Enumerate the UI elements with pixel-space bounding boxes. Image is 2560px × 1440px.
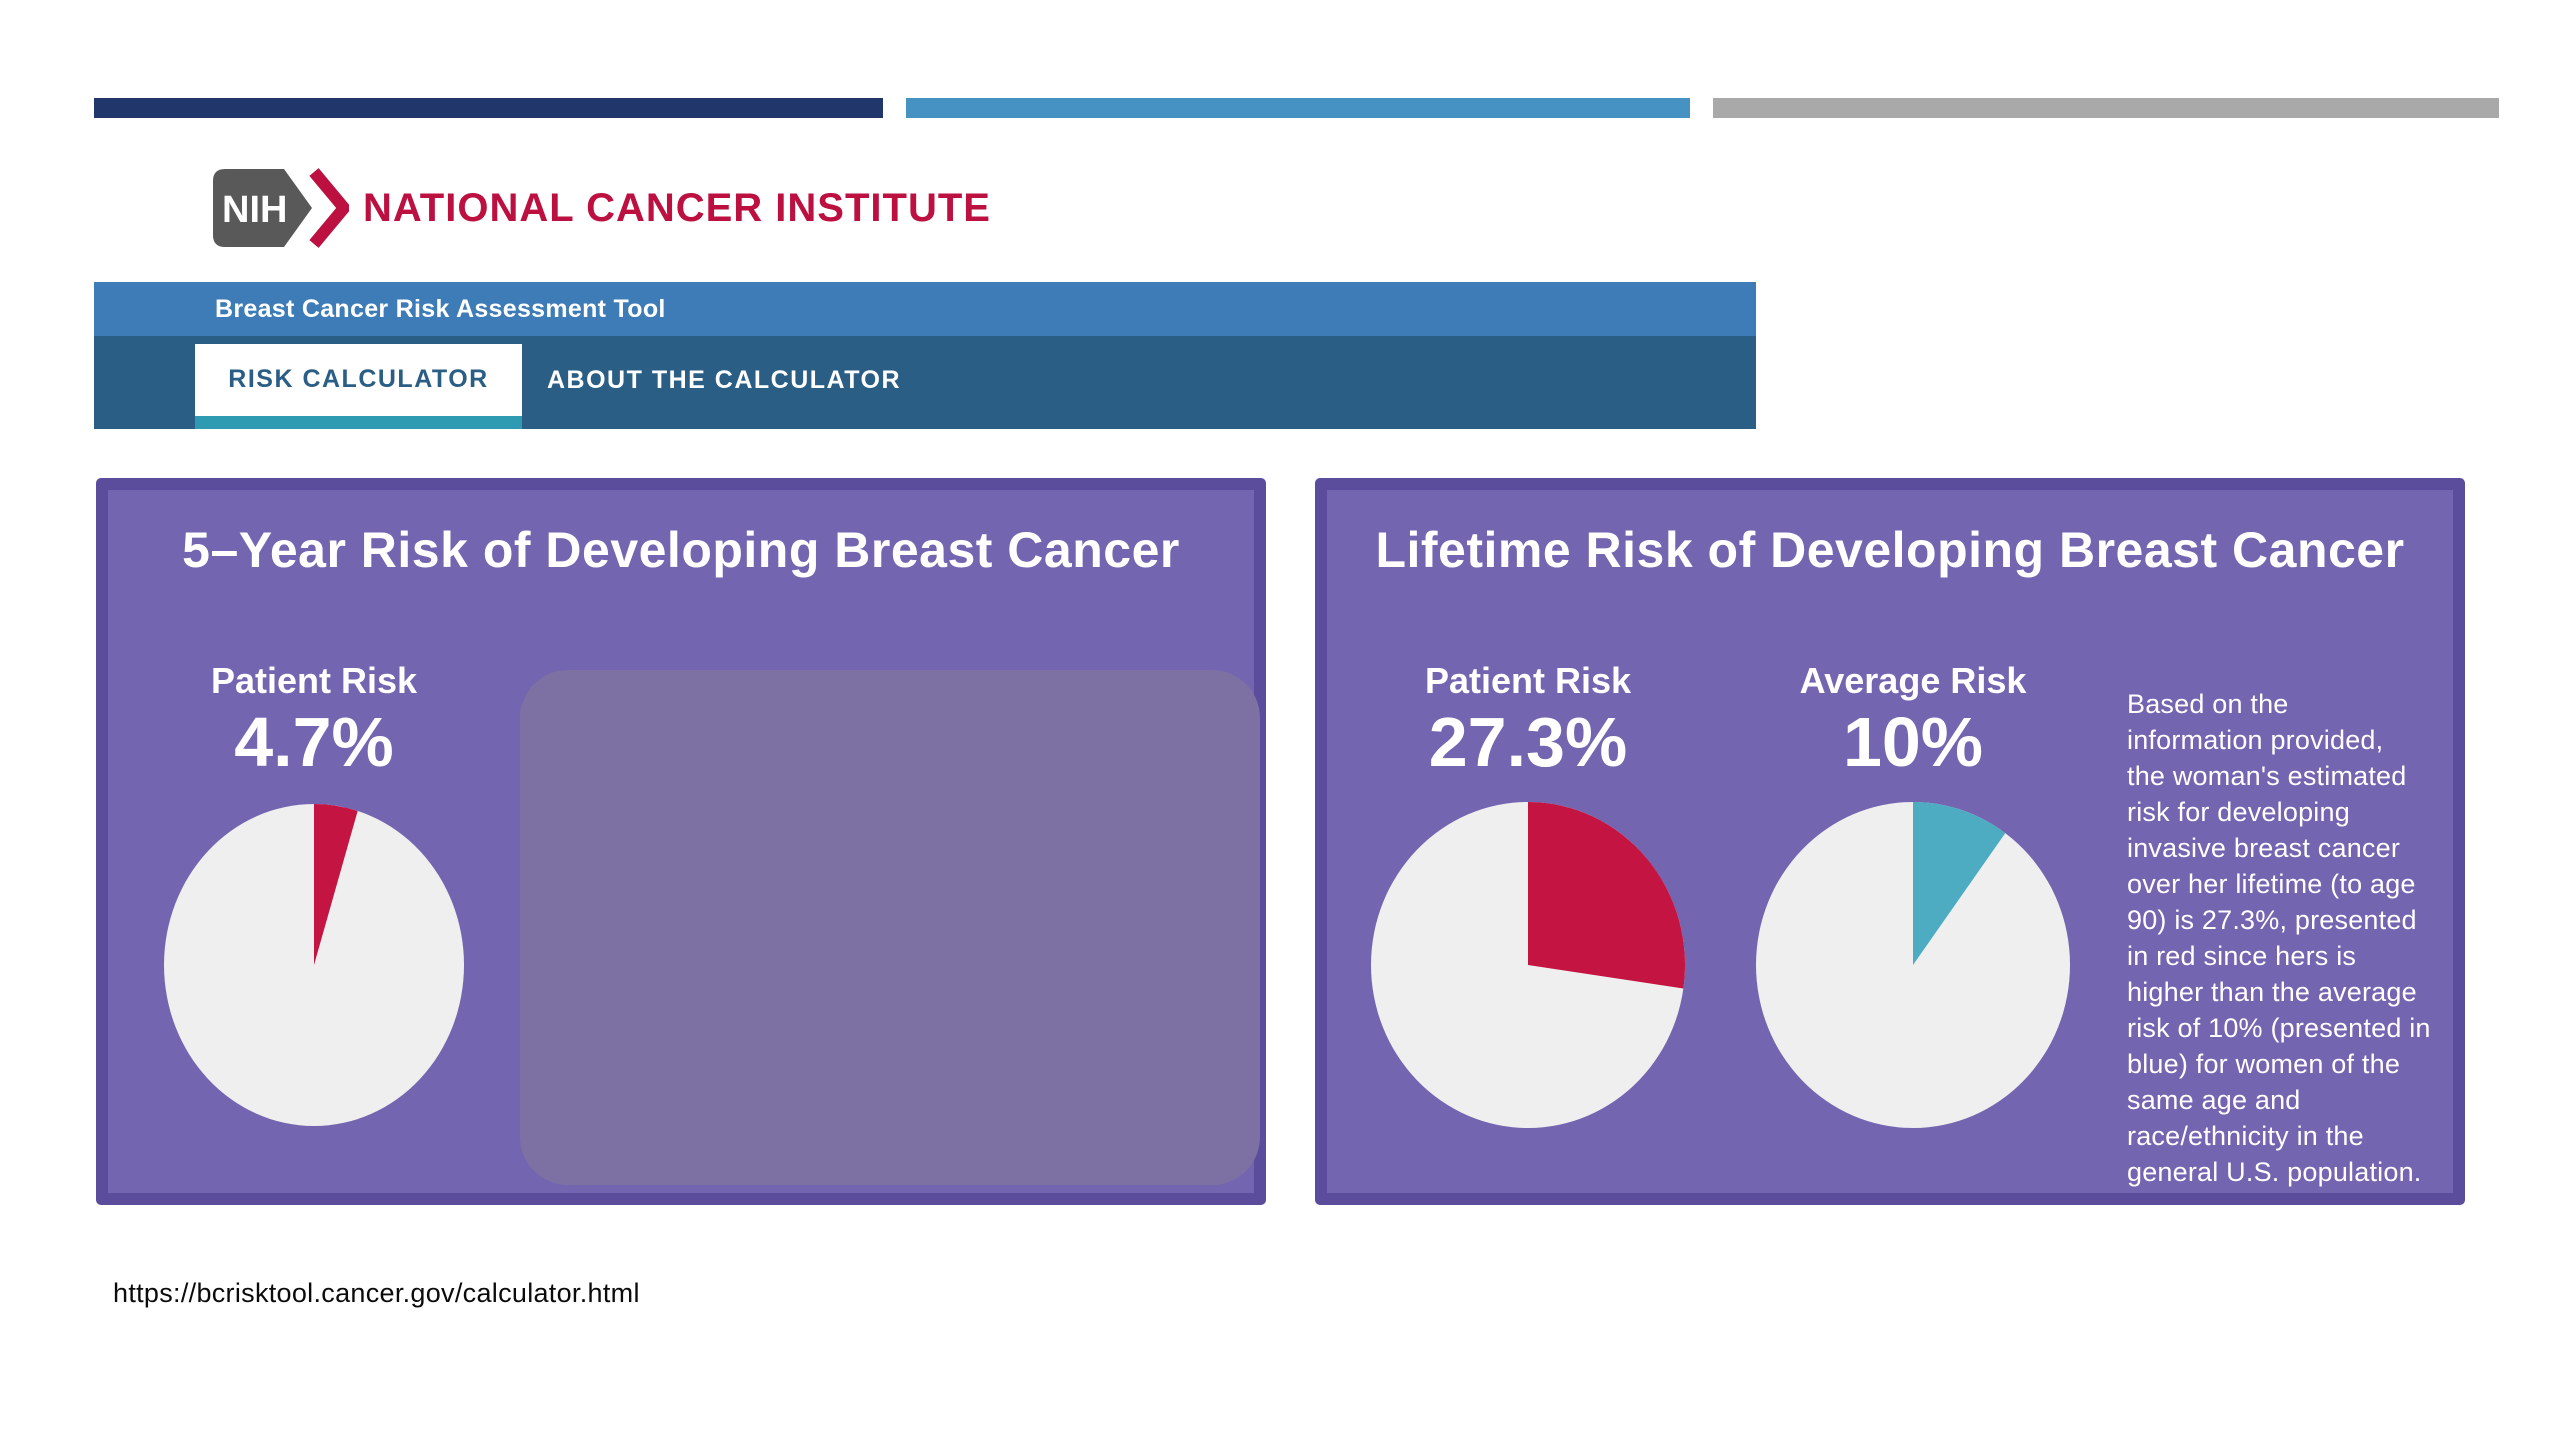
nci-logo: NIH NATIONAL CANCER INSTITUTE [212,168,991,248]
source-url-caption: https://bcrisktool.cancer.gov/calculator… [113,1278,640,1308]
five-year-panel-title: 5–Year Risk of Developing Breast Cancer [182,522,1180,578]
risk-explanation-note: Based on the information provided, the w… [2127,689,2431,1187]
average-risk-pie-lifetime [1756,802,2070,1128]
lifetime-risk-panel: Lifetime Risk of Developing Breast Cance… [1315,478,2465,1205]
tool-nav-bar: RISK CALCULATOR ABOUT THE CALCULATOR [94,336,1756,429]
tab-risk-calculator[interactable]: RISK CALCULATOR [195,344,522,429]
patient-risk-label-5yr: Patient Risk [210,660,418,701]
lifetime-panel-title: Lifetime Risk of Developing Breast Cance… [1375,522,2405,578]
patient-risk-value-5yr: 4.7% [234,703,394,781]
nih-logo-icon: NIH [212,168,349,248]
patient-risk-pie-5yr [164,804,464,1126]
top-accent-bar-blue [906,98,1690,118]
patient-risk-pie-lifetime [1371,802,1686,1128]
patient-risk-label-lifetime: Patient Risk [1424,660,1632,701]
svg-text:NIH: NIH [222,189,287,231]
redacted-region [520,670,1260,1185]
top-accent-bar-navy [94,98,883,118]
top-accent-bar-gray [1713,98,2499,118]
patient-risk-value-lifetime: 27.3% [1428,703,1628,781]
average-risk-label-lifetime: Average Risk [1799,660,2027,701]
average-risk-value-lifetime: 10% [1842,703,1984,781]
tab-about-the-calculator[interactable]: ABOUT THE CALCULATOR [547,366,902,394]
five-year-risk-panel: 5–Year Risk of Developing Breast Cancer … [96,478,1266,1205]
institute-name: NATIONAL CANCER INSTITUTE [363,185,991,230]
tool-title-bar: Breast Cancer Risk Assessment Tool [94,282,1756,336]
tool-header: Breast Cancer Risk Assessment Tool RISK … [94,282,1756,429]
